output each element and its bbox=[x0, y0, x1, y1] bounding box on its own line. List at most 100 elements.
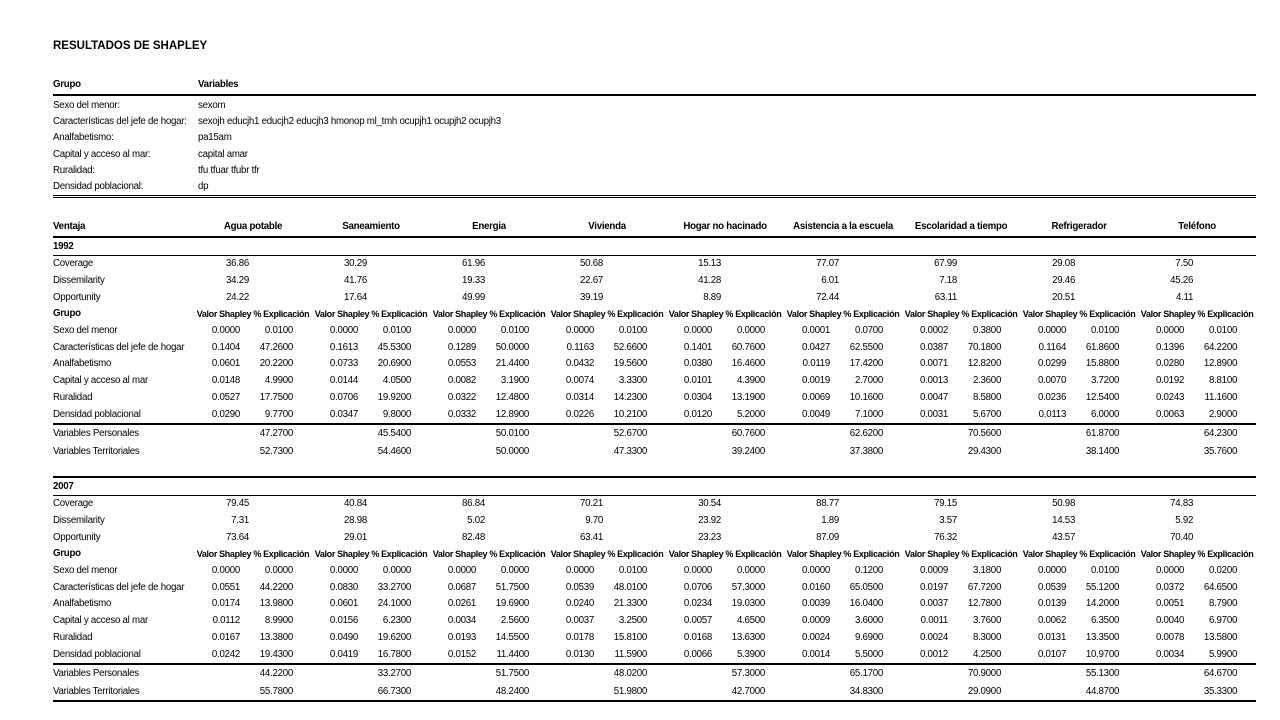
pct-explicacion-cell: 0.3800 bbox=[972, 325, 1002, 337]
pct-explicacion-cell: 6.9700 bbox=[1208, 615, 1238, 627]
pct-explicacion-cell: 16.4600 bbox=[731, 358, 766, 370]
valor-shapley-cell: 0.0001 bbox=[801, 325, 831, 337]
valor-shapley-cell: 0.0119 bbox=[802, 358, 831, 370]
pct-explicacion-cell: 6.3500 bbox=[1090, 615, 1120, 627]
stat-value-cell: 88.77 bbox=[816, 498, 840, 510]
year-row: 1992 bbox=[53, 237, 1257, 257]
pct-explicacion-cell: 12.8900 bbox=[495, 408, 530, 420]
valor-shapley-cell: 0.0226 bbox=[565, 408, 595, 420]
pct-explicacion-cell: 16.0400 bbox=[849, 598, 884, 610]
empty-cell bbox=[784, 443, 843, 461]
pct-explicacion-cell: 17.4200 bbox=[849, 358, 884, 370]
valor-shapley-cell: 0.0012 bbox=[919, 648, 949, 660]
empty-cell bbox=[1079, 273, 1138, 290]
valor-shapley-cell: 0.0178 bbox=[565, 631, 595, 643]
stat-value-cell: 5.92 bbox=[1175, 514, 1194, 526]
valor-pct-subheader: Valor Shapley % Explicación bbox=[904, 549, 1018, 560]
summary-value-cell: 51.9800 bbox=[607, 682, 667, 703]
column-header-7: Refrigerador bbox=[1020, 217, 1139, 239]
stat-value-cell: 72.44 bbox=[816, 291, 840, 303]
pct-explicacion-cell: 19.5600 bbox=[613, 358, 648, 370]
summary-value-cell: 65.1700 bbox=[843, 663, 903, 683]
valor-shapley-cell: 0.0387 bbox=[919, 341, 949, 353]
pct-explicacion-cell: 50.0000 bbox=[495, 341, 530, 353]
empty-cell bbox=[253, 513, 312, 530]
empty-cell bbox=[1138, 423, 1198, 443]
valor-shapley-cell: 0.1396 bbox=[1155, 341, 1185, 353]
pct-explicacion-cell: 12.7800 bbox=[967, 598, 1002, 610]
pct-explicacion-cell: 19.4300 bbox=[259, 648, 294, 660]
groups-row: Características del jefe de hogar: sexojh… bbox=[53, 114, 1256, 130]
empty-cell bbox=[784, 423, 844, 443]
empty-cell bbox=[843, 256, 902, 273]
empty-cell bbox=[253, 273, 312, 290]
pct-explicacion-cell: 14.5500 bbox=[495, 631, 530, 643]
grupo-name-cell: Características del jefe de hogar: bbox=[53, 116, 187, 128]
stat-value-cell: 70.21 bbox=[580, 498, 604, 510]
stat-value-cell: 43.57 bbox=[1052, 531, 1076, 543]
summary-row: Variables Personales 44.2200 33.2700 51.750… bbox=[53, 663, 1257, 683]
pct-explicacion-cell: 11.5900 bbox=[614, 648, 648, 660]
groups-header-variables: Variables bbox=[198, 76, 1256, 96]
summary-value-cell: 60.7600 bbox=[725, 423, 785, 443]
pct-explicacion-cell: 10.2100 bbox=[613, 408, 648, 420]
empty-cell bbox=[1079, 290, 1138, 307]
pct-explicacion-cell: 5.6700 bbox=[972, 408, 1002, 420]
valor-shapley-cell: 0.0332 bbox=[447, 408, 477, 420]
empty-cell bbox=[725, 256, 784, 273]
stat-value-cell: 67.99 bbox=[934, 258, 958, 270]
valor-shapley-cell: 0.0299 bbox=[1037, 358, 1067, 370]
pct-explicacion-cell: 9.8000 bbox=[382, 408, 412, 420]
document-title: RESULTADOS DE SHAPLEY bbox=[53, 40, 208, 52]
stat-value-cell: 49.99 bbox=[462, 291, 486, 303]
group-row: Densidad poblacional 0.0290 9.7700 0.0347 9.… bbox=[53, 407, 1256, 425]
empty-cell bbox=[725, 273, 784, 290]
groups-header-row: Grupo Variables bbox=[53, 76, 1256, 96]
empty-cell bbox=[666, 423, 726, 443]
pct-explicacion-cell: 3.7200 bbox=[1090, 375, 1120, 387]
summary-label: Variables Territoriales bbox=[53, 445, 140, 457]
groups-variables-table: Grupo Variables Sexo del menor: sexom Cara… bbox=[53, 76, 1256, 199]
summary-value-cell: 70.9000 bbox=[961, 663, 1021, 683]
stat-value-cell: 63.11 bbox=[934, 291, 958, 303]
empty-cell bbox=[430, 682, 490, 703]
pct-explicacion-cell: 8.9900 bbox=[264, 615, 294, 627]
valor-pct-subheader: Valor Shapley % Explicación bbox=[550, 309, 664, 320]
column-header-3: Vivienda bbox=[548, 217, 667, 239]
groups-header-grupo: Grupo bbox=[53, 76, 198, 96]
pct-explicacion-cell: 6.0000 bbox=[1090, 408, 1120, 420]
valor-shapley-cell: 0.0078 bbox=[1155, 631, 1185, 643]
pct-explicacion-cell: 20.2200 bbox=[259, 358, 294, 370]
valor-shapley-cell: 0.0000 bbox=[329, 325, 359, 337]
valor-shapley-cell: 0.0197 bbox=[919, 581, 949, 593]
stat-value-cell: 36.86 bbox=[226, 258, 249, 270]
year-row: 2007 bbox=[53, 476, 1257, 497]
empty-cell bbox=[430, 663, 490, 683]
valor-shapley-cell: 0.0049 bbox=[801, 408, 831, 420]
section-spacer bbox=[53, 460, 1256, 477]
valor-shapley-cell: 0.0139 bbox=[1037, 598, 1067, 610]
stat-label: Opportunity bbox=[53, 531, 101, 543]
group-row: Sexo del menor 0.0000 0.0000 0.0000 0.0000 0.… bbox=[53, 563, 1256, 580]
pct-explicacion-cell: 16.7800 bbox=[377, 648, 412, 660]
valor-pct-subheader: Valor Shapley % Explicación bbox=[668, 549, 782, 560]
stat-label: Coverage bbox=[53, 258, 94, 270]
valor-shapley-cell: 0.0427 bbox=[801, 341, 831, 353]
pct-explicacion-cell: 65.0500 bbox=[849, 581, 884, 593]
stat-row: Coverage 79.45 40.84 86.84 70.21 30.54 88.77 79… bbox=[53, 496, 1256, 513]
empty-cell bbox=[371, 256, 430, 273]
pct-explicacion-cell: 0.0100 bbox=[1090, 325, 1120, 337]
pct-explicacion-cell: 21.4400 bbox=[495, 358, 530, 370]
column-header-5: Asistencia a la escuela bbox=[784, 217, 903, 239]
group-label: Densidad poblacional bbox=[53, 648, 141, 660]
valor-shapley-cell: 0.0034 bbox=[1155, 648, 1185, 660]
valor-shapley-cell: 0.0167 bbox=[211, 631, 240, 643]
pct-explicacion-cell: 0.0200 bbox=[1208, 565, 1238, 577]
empty-cell bbox=[1020, 663, 1080, 683]
valor-pct-subheader: Valor Shapley % Explicación bbox=[1140, 309, 1254, 320]
summary-value-cell: 39.2400 bbox=[731, 445, 766, 457]
empty-cell bbox=[489, 290, 548, 307]
pct-explicacion-cell: 19.6200 bbox=[377, 631, 412, 643]
empty-cell bbox=[666, 443, 725, 461]
